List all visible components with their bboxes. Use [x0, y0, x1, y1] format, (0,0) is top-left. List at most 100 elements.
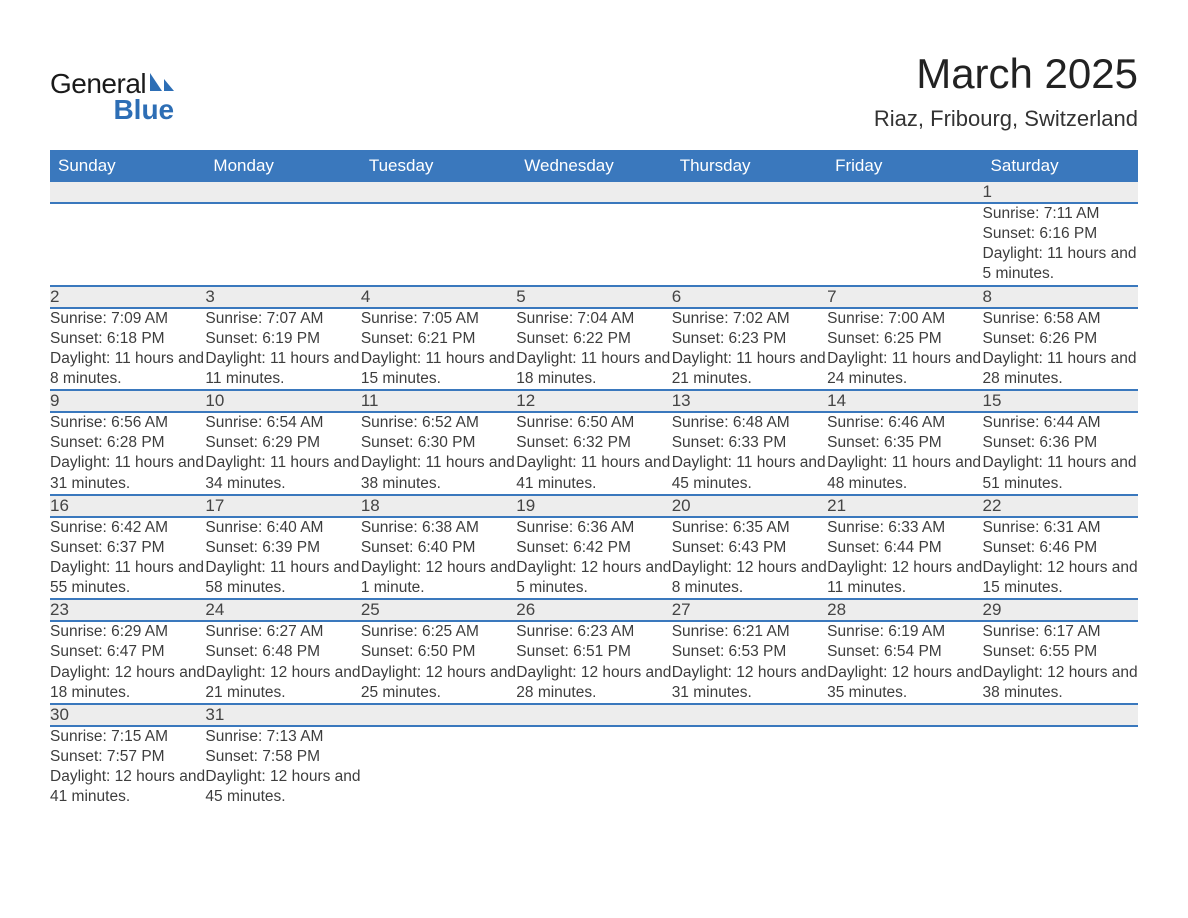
- calendar-week-daynum-row: 3031: [50, 704, 1138, 726]
- day-detail-line: Daylight: 12 hours and 18 minutes.: [50, 663, 205, 703]
- day-number: 21: [827, 495, 982, 517]
- day-detail-line: Sunrise: 6:46 AM: [827, 413, 982, 433]
- empty-day-number: [672, 704, 827, 726]
- day-number: 7: [827, 286, 982, 308]
- day-number: 25: [361, 599, 516, 621]
- day-detail-line: Daylight: 11 hours and 28 minutes.: [983, 349, 1138, 389]
- day-detail-line: Sunset: 6:19 PM: [205, 329, 360, 349]
- location-subtitle: Riaz, Fribourg, Switzerland: [874, 106, 1138, 132]
- day-detail-line: Sunrise: 6:17 AM: [983, 622, 1138, 642]
- day-number: 23: [50, 599, 205, 621]
- empty-day-number: [361, 182, 516, 203]
- empty-day-details: [672, 726, 827, 808]
- day-number: 3: [205, 286, 360, 308]
- empty-day-details: [361, 726, 516, 808]
- day-detail-line: Sunset: 6:44 PM: [827, 538, 982, 558]
- empty-day-number: [983, 704, 1138, 726]
- day-details: Sunrise: 6:58 AMSunset: 6:26 PMDaylight:…: [983, 308, 1138, 391]
- empty-day-details: [827, 203, 982, 286]
- day-number: 9: [50, 390, 205, 412]
- day-number: 27: [672, 599, 827, 621]
- day-detail-line: Sunrise: 6:29 AM: [50, 622, 205, 642]
- day-detail-line: Sunset: 6:53 PM: [672, 642, 827, 662]
- day-detail-line: Sunset: 6:32 PM: [516, 433, 671, 453]
- weekday-header: Friday: [827, 150, 982, 182]
- calendar-week-daynum-row: 2345678: [50, 286, 1138, 308]
- day-detail-line: Daylight: 11 hours and 18 minutes.: [516, 349, 671, 389]
- day-details: Sunrise: 6:42 AMSunset: 6:37 PMDaylight:…: [50, 517, 205, 600]
- day-detail-line: Sunset: 6:18 PM: [50, 329, 205, 349]
- day-details: Sunrise: 7:11 AMSunset: 6:16 PMDaylight:…: [983, 203, 1138, 286]
- day-number: 11: [361, 390, 516, 412]
- day-detail-line: Sunrise: 7:11 AM: [983, 204, 1138, 224]
- day-number: 19: [516, 495, 671, 517]
- day-detail-line: Sunset: 6:48 PM: [205, 642, 360, 662]
- page-title: March 2025: [874, 50, 1138, 98]
- empty-day-number: [827, 704, 982, 726]
- day-detail-line: Sunset: 6:30 PM: [361, 433, 516, 453]
- calendar-week-daynum-row: 9101112131415: [50, 390, 1138, 412]
- day-detail-line: Daylight: 11 hours and 55 minutes.: [50, 558, 205, 598]
- day-details: Sunrise: 6:31 AMSunset: 6:46 PMDaylight:…: [983, 517, 1138, 600]
- day-detail-line: Sunrise: 6:21 AM: [672, 622, 827, 642]
- day-detail-line: Sunrise: 7:05 AM: [361, 309, 516, 329]
- logo-text: General Blue: [50, 70, 176, 124]
- day-detail-line: Daylight: 11 hours and 24 minutes.: [827, 349, 982, 389]
- day-detail-line: Daylight: 11 hours and 21 minutes.: [672, 349, 827, 389]
- day-detail-line: Daylight: 12 hours and 21 minutes.: [205, 663, 360, 703]
- day-detail-line: Sunrise: 6:40 AM: [205, 518, 360, 538]
- day-detail-line: Sunrise: 6:50 AM: [516, 413, 671, 433]
- day-detail-line: Sunset: 6:51 PM: [516, 642, 671, 662]
- day-details: Sunrise: 6:50 AMSunset: 6:32 PMDaylight:…: [516, 412, 671, 495]
- day-detail-line: Sunrise: 6:31 AM: [983, 518, 1138, 538]
- day-number: 12: [516, 390, 671, 412]
- day-detail-line: Sunset: 6:26 PM: [983, 329, 1138, 349]
- day-detail-line: Daylight: 11 hours and 51 minutes.: [983, 453, 1138, 493]
- day-detail-line: Daylight: 11 hours and 38 minutes.: [361, 453, 516, 493]
- day-details: Sunrise: 6:35 AMSunset: 6:43 PMDaylight:…: [672, 517, 827, 600]
- weekday-header: Thursday: [672, 150, 827, 182]
- day-number: 24: [205, 599, 360, 621]
- empty-day-details: [827, 726, 982, 808]
- day-detail-line: Sunset: 6:55 PM: [983, 642, 1138, 662]
- day-detail-line: Daylight: 12 hours and 38 minutes.: [983, 663, 1138, 703]
- empty-day-details: [361, 203, 516, 286]
- empty-day-details: [983, 726, 1138, 808]
- day-details: Sunrise: 6:27 AMSunset: 6:48 PMDaylight:…: [205, 621, 360, 704]
- day-detail-line: Sunrise: 6:48 AM: [672, 413, 827, 433]
- page-header: General Blue March 2025 Riaz, Fribourg, …: [50, 50, 1138, 132]
- day-detail-line: Sunset: 7:57 PM: [50, 747, 205, 767]
- day-number: 1: [983, 182, 1138, 203]
- day-detail-line: Sunset: 6:33 PM: [672, 433, 827, 453]
- weekday-header: Saturday: [983, 150, 1138, 182]
- day-detail-line: Sunset: 6:21 PM: [361, 329, 516, 349]
- day-detail-line: Sunrise: 6:52 AM: [361, 413, 516, 433]
- day-details: Sunrise: 6:29 AMSunset: 6:47 PMDaylight:…: [50, 621, 205, 704]
- day-detail-line: Sunset: 6:28 PM: [50, 433, 205, 453]
- day-number: 26: [516, 599, 671, 621]
- day-detail-line: Daylight: 12 hours and 11 minutes.: [827, 558, 982, 598]
- calendar-week-daynum-row: 16171819202122: [50, 495, 1138, 517]
- day-number: 15: [983, 390, 1138, 412]
- day-detail-line: Daylight: 12 hours and 1 minute.: [361, 558, 516, 598]
- day-details: Sunrise: 7:07 AMSunset: 6:19 PMDaylight:…: [205, 308, 360, 391]
- calendar-week-detail-row: Sunrise: 7:11 AMSunset: 6:16 PMDaylight:…: [50, 203, 1138, 286]
- day-detail-line: Sunrise: 6:58 AM: [983, 309, 1138, 329]
- empty-day-details: [516, 726, 671, 808]
- day-detail-line: Sunrise: 7:04 AM: [516, 309, 671, 329]
- day-detail-line: Sunset: 7:58 PM: [205, 747, 360, 767]
- day-detail-line: Sunset: 6:36 PM: [983, 433, 1138, 453]
- day-detail-line: Sunrise: 7:09 AM: [50, 309, 205, 329]
- day-number: 14: [827, 390, 982, 412]
- calendar-week-detail-row: Sunrise: 6:29 AMSunset: 6:47 PMDaylight:…: [50, 621, 1138, 704]
- day-detail-line: Daylight: 11 hours and 34 minutes.: [205, 453, 360, 493]
- empty-day-number: [516, 182, 671, 203]
- empty-day-details: [205, 203, 360, 286]
- day-detail-line: Sunset: 6:50 PM: [361, 642, 516, 662]
- day-details: Sunrise: 7:13 AMSunset: 7:58 PMDaylight:…: [205, 726, 360, 808]
- empty-day-number: [205, 182, 360, 203]
- calendar-week-detail-row: Sunrise: 7:15 AMSunset: 7:57 PMDaylight:…: [50, 726, 1138, 808]
- day-detail-line: Sunrise: 7:15 AM: [50, 727, 205, 747]
- day-details: Sunrise: 7:15 AMSunset: 7:57 PMDaylight:…: [50, 726, 205, 808]
- day-number: 31: [205, 704, 360, 726]
